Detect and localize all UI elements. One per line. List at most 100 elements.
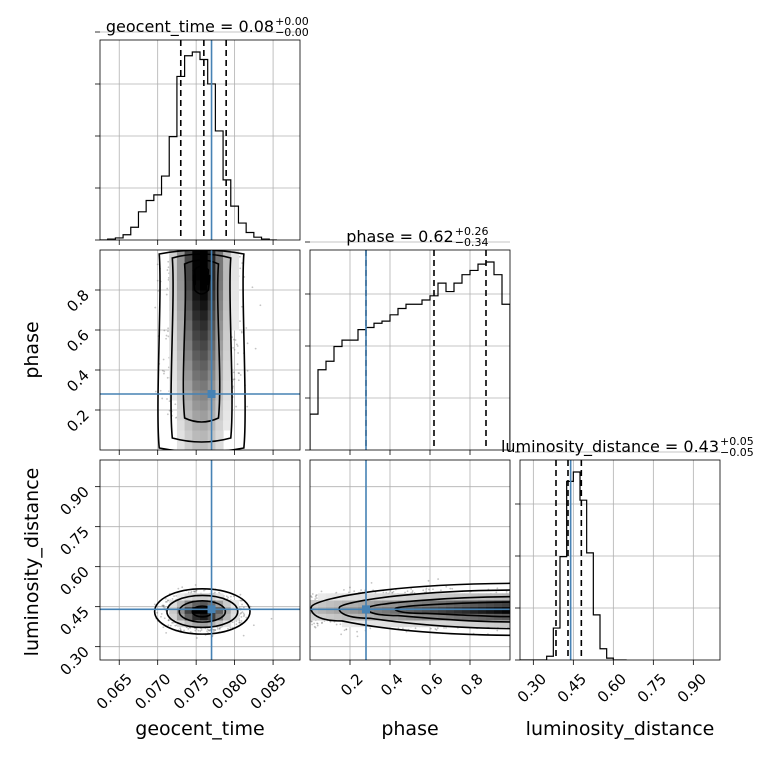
sample-point xyxy=(315,594,317,597)
panel-frame xyxy=(99,459,301,661)
sample-point xyxy=(166,413,169,416)
sample-point xyxy=(315,594,318,596)
sample-point xyxy=(193,590,195,592)
sample-point xyxy=(157,289,160,292)
density-cell xyxy=(200,420,209,431)
sample-point xyxy=(163,370,166,373)
sample-point xyxy=(236,363,239,366)
sample-point xyxy=(239,320,241,323)
histogram-step-phase xyxy=(310,261,510,450)
density-cell xyxy=(192,440,201,450)
sample-point xyxy=(187,591,190,594)
density-cell xyxy=(184,330,193,341)
sample-point xyxy=(167,327,170,330)
sample-point xyxy=(236,345,239,347)
density-cell xyxy=(223,400,232,411)
contour-line xyxy=(192,265,211,295)
sample-point xyxy=(161,397,164,400)
density-cell xyxy=(184,280,193,291)
panel-2d-ld-geocent xyxy=(100,460,300,660)
sample-point xyxy=(169,624,172,627)
density-cell xyxy=(200,300,209,311)
sample-point xyxy=(165,337,167,340)
density-cell xyxy=(184,410,193,421)
sample-point xyxy=(166,376,169,379)
density-cell xyxy=(192,320,201,331)
sample-point xyxy=(209,629,212,632)
density-cell xyxy=(223,600,232,608)
histogram-geocent_time xyxy=(100,40,277,240)
sample-point xyxy=(166,398,168,400)
density-cell xyxy=(192,400,201,411)
density-cell xyxy=(230,606,239,614)
sample-point xyxy=(174,403,177,406)
sample-point xyxy=(240,620,243,622)
sample-point xyxy=(160,613,163,615)
panel-phase-vs-phase xyxy=(310,241,510,450)
density-cell xyxy=(176,600,186,608)
density-cell xyxy=(169,340,178,351)
sample-point xyxy=(246,369,249,372)
sample-point xyxy=(232,346,235,349)
sample-point xyxy=(214,629,217,631)
density-cell xyxy=(176,380,186,391)
sample-point xyxy=(163,604,165,607)
sample-point xyxy=(167,619,170,622)
density-cell xyxy=(215,440,224,450)
sample-point xyxy=(190,590,193,593)
density-cell xyxy=(184,290,193,301)
density-cell xyxy=(192,430,201,441)
density-cell xyxy=(176,613,186,621)
sample-point xyxy=(237,379,240,382)
panel-2d-ld-phase xyxy=(310,460,510,660)
sample-point xyxy=(432,588,434,591)
panel-luminosity_distance-vs-luminosity_distance xyxy=(520,451,720,660)
histogram-step-luminosity_distance xyxy=(520,471,627,660)
sample-point xyxy=(240,616,243,618)
sample-point xyxy=(234,339,237,341)
sample-point xyxy=(168,400,171,402)
sample-point xyxy=(167,599,170,602)
sample-point xyxy=(165,293,168,296)
sample-point xyxy=(316,622,319,625)
density-cell xyxy=(176,370,186,381)
panel-2d-phase-geocent xyxy=(100,250,300,450)
density-cell xyxy=(215,310,224,321)
sample-point xyxy=(339,623,342,626)
sample-point xyxy=(173,595,175,598)
density-cell xyxy=(230,280,239,291)
density-cell xyxy=(176,440,186,450)
contour-line xyxy=(182,259,221,423)
sample-point xyxy=(167,330,169,333)
density-cell xyxy=(223,290,232,301)
sample-point xyxy=(239,255,241,258)
density-cell xyxy=(176,390,186,401)
density-cell xyxy=(192,600,201,608)
density-cell xyxy=(223,380,232,391)
density-cell xyxy=(184,606,193,614)
sample-point xyxy=(235,620,238,622)
sample-point xyxy=(238,621,241,624)
sample-point xyxy=(233,338,235,341)
sample-point xyxy=(162,606,165,608)
sample-point xyxy=(254,347,257,350)
density-cell xyxy=(223,360,232,371)
density-cell xyxy=(192,410,201,421)
density-cell xyxy=(176,606,186,614)
density-cell xyxy=(200,250,209,261)
density-cell xyxy=(192,290,201,301)
sample-point xyxy=(233,378,236,381)
density-cell xyxy=(192,260,201,271)
sample-point xyxy=(164,600,167,603)
sample-point xyxy=(232,595,235,598)
density-cell xyxy=(200,620,209,628)
sample-point xyxy=(427,579,430,582)
sample-point xyxy=(199,630,202,632)
sample-point xyxy=(195,589,197,592)
density-cell xyxy=(223,410,232,421)
sample-point xyxy=(161,604,164,607)
sample-point xyxy=(156,279,159,282)
sample-point xyxy=(240,612,243,614)
sample-point xyxy=(208,629,211,632)
